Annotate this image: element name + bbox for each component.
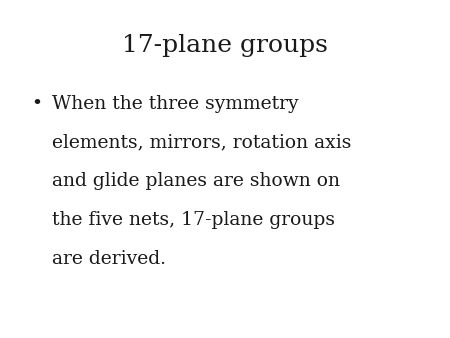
Text: When the three symmetry: When the three symmetry [52,95,298,113]
Text: 17-plane groups: 17-plane groups [122,34,328,57]
Text: the five nets, 17-plane groups: the five nets, 17-plane groups [52,211,335,229]
Text: elements, mirrors, rotation axis: elements, mirrors, rotation axis [52,134,351,151]
Text: and glide planes are shown on: and glide planes are shown on [52,172,340,190]
Text: are derived.: are derived. [52,250,166,268]
Text: •: • [32,95,43,113]
